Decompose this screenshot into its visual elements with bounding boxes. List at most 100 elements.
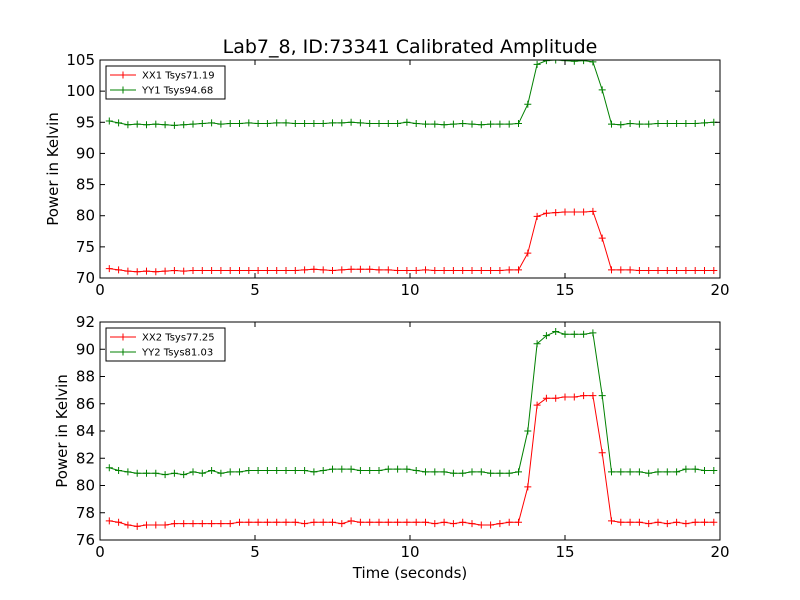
bottom-data-point-green: [263, 467, 271, 475]
bottom-data-point-red: [217, 520, 225, 528]
bottom-data-point-red: [115, 518, 123, 526]
top-x-tick-label: 20: [710, 281, 729, 299]
top-data-point-green: [273, 119, 281, 127]
bottom-data-point-red: [468, 520, 476, 528]
bottom-data-point-red: [580, 392, 588, 400]
bottom-data-point-green: [105, 464, 113, 472]
top-data-point-red: [654, 267, 662, 275]
top-x-tick-label: 0: [95, 281, 105, 299]
top-data-point-red: [291, 267, 299, 275]
bottom-data-point-green: [635, 468, 643, 476]
top-data-point-green: [422, 120, 429, 128]
bottom-data-point-green: [329, 465, 336, 473]
bottom-data-point-green: [552, 328, 560, 336]
bottom-data-point-green: [682, 465, 690, 473]
bottom-data-point-red: [347, 517, 355, 525]
bottom-data-point-red: [161, 521, 169, 529]
bottom-data-point-green: [115, 467, 123, 475]
top-data-point-green: [143, 121, 150, 129]
bottom-y-tick-label: 80: [76, 477, 95, 495]
top-data-point-green: [459, 120, 467, 128]
bottom-data-point-green: [542, 332, 550, 340]
bottom-data-point-green: [617, 468, 625, 476]
bottom-data-point-red: [180, 520, 188, 528]
top-data-point-red: [198, 267, 206, 275]
top-data-point-green: [570, 60, 578, 65]
bottom-data-point-red: [626, 518, 634, 526]
top-data-point-green: [552, 60, 560, 64]
bottom-data-point-red: [682, 520, 690, 528]
top-data-point-red: [319, 266, 327, 274]
top-data-point-red: [515, 266, 522, 274]
bottom-data-point-green: [217, 469, 225, 477]
bottom-data-point-red: [440, 518, 448, 526]
top-data-point-green: [487, 120, 495, 128]
top-series-green: [105, 60, 718, 129]
top-data-point-green: [673, 120, 681, 128]
top-data-point-green: [189, 120, 197, 128]
bottom-data-point-green: [422, 468, 429, 476]
bottom-data-point-green: [254, 467, 262, 475]
bottom-data-point-green: [273, 467, 281, 475]
bottom-data-point-red: [635, 518, 643, 526]
bottom-data-point-red: [394, 518, 402, 526]
top-data-point-green: [263, 120, 271, 128]
top-data-point-red: [691, 267, 699, 275]
bottom-data-point-red: [273, 518, 281, 526]
chart-title: Lab7_8, ID:73341 Calibrated Amplitude: [223, 36, 598, 58]
top-data-point-green: [431, 120, 439, 128]
bottom-x-tick-label: 0: [95, 543, 105, 561]
top-data-point-green: [208, 119, 216, 127]
bottom-data-point-green: [226, 468, 234, 476]
bottom-data-point-green: [412, 467, 420, 475]
bottom-data-point-red: [589, 392, 597, 400]
top-data-point-green: [394, 120, 402, 128]
top-data-point-red: [608, 266, 615, 274]
bottom-legend: XX2 Tsys77.25 YY2 Tsys81.03: [105, 327, 226, 362]
bottom-data-point-red: [208, 520, 216, 528]
top-data-point-green: [449, 120, 457, 128]
top-data-point-red: [347, 265, 355, 273]
top-data-point-red: [329, 267, 336, 275]
top-data-point-green: [542, 60, 550, 65]
bottom-data-point-red: [431, 520, 439, 528]
bottom-data-point-green: [208, 467, 216, 475]
bottom-data-point-green: [189, 468, 197, 476]
bottom-data-point-red: [477, 521, 485, 529]
bottom-data-point-red: [673, 518, 681, 526]
top-legend-marker-green: [119, 86, 127, 94]
top-data-point-red: [487, 267, 495, 275]
top-data-point-green: [533, 60, 541, 68]
bottom-data-point-red: [366, 518, 374, 526]
bottom-data-point-red: [710, 518, 718, 526]
top-data-point-green: [282, 119, 290, 127]
top-data-point-red: [645, 267, 653, 275]
bottom-legend-marker-red: [119, 333, 127, 341]
bottom-data-point-green: [384, 465, 392, 473]
top-data-point-red: [589, 207, 597, 215]
top-data-point-green: [412, 120, 420, 128]
bottom-data-point-green: [310, 468, 318, 476]
bottom-legend-label-green: YY2 Tsys81.03: [141, 348, 213, 359]
bottom-data-point-red: [487, 521, 495, 529]
bottom-x-tick-label: 5: [250, 543, 260, 561]
bottom-data-point-green: [143, 469, 150, 477]
top-data-point-green: [515, 120, 522, 128]
top-data-point-green: [152, 120, 160, 128]
bottom-data-point-red: [189, 520, 197, 528]
top-data-point-green: [691, 120, 699, 128]
top-data-point-green: [524, 100, 532, 108]
top-y-tick-label: 80: [76, 207, 95, 225]
top-data-point-green: [635, 120, 643, 128]
bottom-data-point-red: [449, 520, 457, 528]
bottom-y-tick-label: 82: [76, 449, 95, 467]
bottom-data-point-green: [431, 468, 439, 476]
top-data-point-green: [170, 121, 178, 129]
top-data-point-red: [617, 266, 625, 274]
bottom-data-point-green: [301, 467, 309, 475]
top-y-tick-label: 85: [76, 176, 95, 194]
bottom-data-point-green: [133, 469, 141, 477]
top-x-tick-label: 10: [400, 281, 419, 299]
bottom-data-point-red: [598, 449, 606, 457]
